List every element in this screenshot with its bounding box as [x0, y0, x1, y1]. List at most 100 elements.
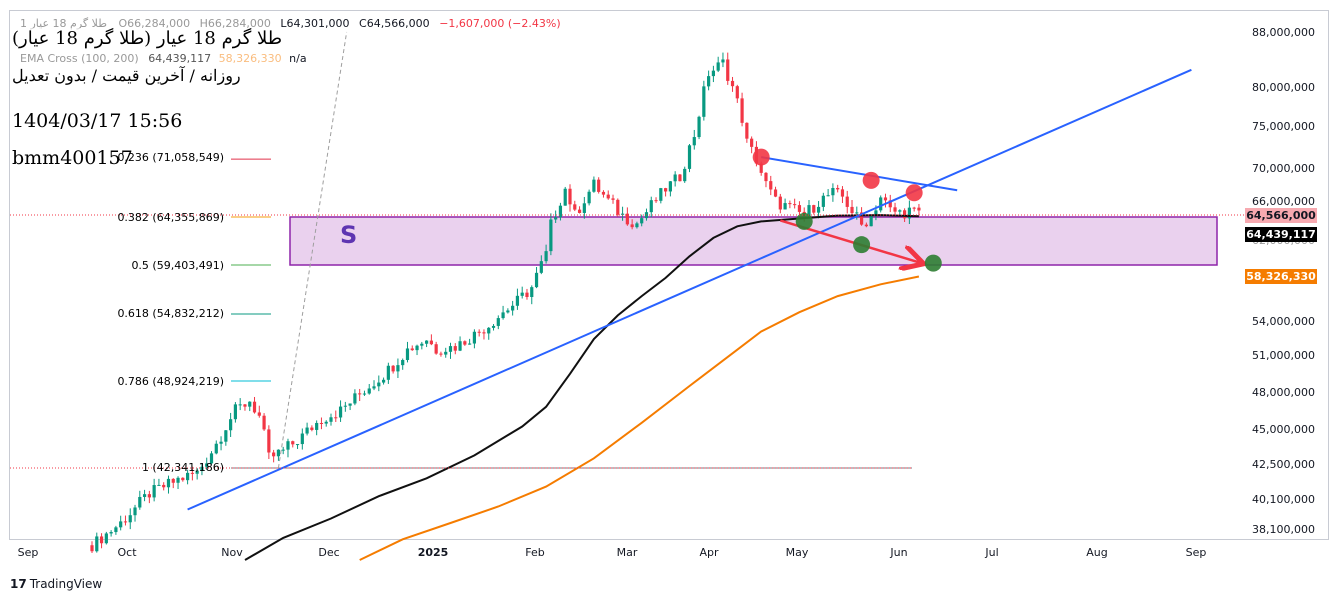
candle-body [697, 116, 701, 138]
candle-body [587, 191, 591, 204]
candle-body [415, 345, 419, 351]
support-point [853, 236, 871, 254]
candle-body [229, 419, 233, 431]
open-value: O66,284,000 [118, 17, 191, 30]
candle-body [721, 59, 725, 63]
candle-body [262, 415, 266, 430]
ema-value-3: n/a [289, 52, 307, 65]
close-value: C64,566,000 [359, 17, 430, 30]
candle-body [783, 203, 787, 210]
candle-body [128, 515, 132, 523]
candle-body [893, 207, 897, 212]
candle-body [534, 272, 539, 288]
candle-body [104, 533, 108, 544]
candle-body [468, 343, 472, 345]
candle-body [166, 478, 171, 488]
candle-body [659, 188, 663, 201]
candle-body [707, 76, 711, 87]
y-tick: 38,100,000 [1252, 523, 1315, 536]
candle-body [807, 205, 811, 216]
candle-body [391, 365, 395, 372]
candle-body [448, 346, 453, 352]
fib-label-0786: 0.786 (48,924,219) [117, 375, 224, 388]
candle-body [272, 452, 276, 457]
candle-body [683, 168, 687, 182]
candle-body [859, 212, 864, 225]
candle-body [348, 403, 352, 406]
candle-body [525, 292, 529, 298]
high-value: H66,284,000 [199, 17, 271, 30]
candle-body [678, 174, 682, 182]
y-tick: 45,000,000 [1252, 423, 1315, 436]
candle-body [750, 138, 754, 147]
candle-body [95, 536, 99, 552]
candle-body [295, 444, 300, 446]
change-value: −1,607,000 (−2.43%) [439, 17, 561, 30]
candle-body [238, 404, 242, 406]
series-name: طلا گرم 18 عیار 1 [20, 17, 107, 30]
candle-body [539, 261, 543, 273]
candle-body [888, 200, 892, 208]
candle-body [305, 427, 309, 434]
candle-body [568, 188, 572, 205]
candle-body [458, 341, 462, 351]
candle-body [640, 218, 644, 224]
candle-body [367, 388, 371, 394]
candle-body [879, 197, 883, 211]
candle-body [898, 210, 902, 212]
fib-label-0618: 0.618 (54,832,212) [117, 307, 224, 320]
candle-body [147, 494, 151, 498]
candle-body [195, 470, 199, 474]
candle-body [99, 536, 104, 544]
candle-body [864, 224, 868, 227]
candle-body [711, 70, 715, 77]
candle-body [549, 219, 553, 252]
candle-body [903, 210, 907, 219]
candle-body [190, 472, 194, 474]
candle-body [434, 344, 438, 354]
candle-body [788, 203, 792, 205]
candle-body [883, 197, 888, 201]
candle-body [152, 485, 156, 498]
candle-body [324, 421, 328, 424]
support-point [795, 212, 813, 230]
descending-trendline[interactable] [761, 156, 958, 192]
candle-body [692, 137, 696, 146]
candle-body [233, 404, 237, 420]
candle-body [224, 430, 228, 442]
candle-body [472, 331, 476, 344]
candle-body [530, 287, 534, 298]
candle-body [381, 379, 386, 383]
candle-body [491, 325, 496, 328]
candle-body [463, 341, 467, 345]
tradingview-label: TradingView [29, 577, 103, 591]
candle-body [740, 98, 744, 123]
tradingview-logo[interactable]: 17 TradingView [10, 577, 102, 591]
overlay-subtitle: روزانه / آخرین قیمت / بدون تعدیل [12, 66, 241, 85]
candle-body [907, 207, 911, 219]
candle-body [329, 417, 333, 422]
x-tick: Nov [221, 546, 243, 559]
candle-body [420, 343, 424, 346]
candle-body [769, 181, 773, 190]
candle-body [840, 189, 845, 197]
y-tick: 75,000,000 [1252, 120, 1315, 133]
ascending-trendline[interactable] [187, 68, 1192, 511]
candle-body [281, 449, 285, 451]
candle-body [511, 305, 515, 311]
candle-body [157, 484, 161, 486]
candle-body [386, 365, 390, 380]
candle-body [214, 443, 218, 454]
candle-body [439, 353, 443, 355]
candle-body [845, 196, 849, 207]
candle-body [649, 200, 653, 213]
candle-body [582, 203, 586, 213]
support-zone[interactable] [289, 216, 1218, 266]
ema-100-line [244, 214, 919, 561]
x-tick: May [785, 546, 809, 559]
candle-body [869, 215, 873, 227]
fib-label-0382: 0.382 (64,355,869) [117, 211, 224, 224]
candle-body [205, 463, 209, 467]
candle-body [138, 496, 142, 508]
